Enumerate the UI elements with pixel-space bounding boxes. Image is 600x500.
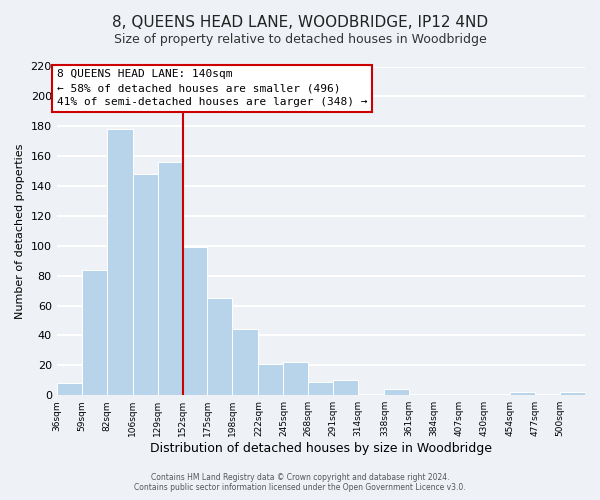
Bar	[56, 384, 82, 395]
Bar	[107, 130, 133, 395]
Bar	[158, 162, 182, 395]
Bar	[259, 364, 283, 395]
Bar	[283, 362, 308, 395]
Bar	[133, 174, 158, 395]
Bar	[384, 389, 409, 395]
Text: 8 QUEENS HEAD LANE: 140sqm
← 58% of detached houses are smaller (496)
41% of sem: 8 QUEENS HEAD LANE: 140sqm ← 58% of deta…	[56, 70, 367, 108]
Text: 8, QUEENS HEAD LANE, WOODBRIDGE, IP12 4ND: 8, QUEENS HEAD LANE, WOODBRIDGE, IP12 4N…	[112, 15, 488, 30]
Bar	[182, 248, 208, 395]
Bar	[208, 298, 232, 395]
Bar	[308, 382, 334, 395]
Bar	[232, 330, 259, 395]
Bar	[560, 392, 585, 395]
Bar	[334, 380, 358, 395]
Bar	[82, 270, 107, 395]
Text: Size of property relative to detached houses in Woodbridge: Size of property relative to detached ho…	[113, 32, 487, 46]
X-axis label: Distribution of detached houses by size in Woodbridge: Distribution of detached houses by size …	[150, 442, 492, 455]
Y-axis label: Number of detached properties: Number of detached properties	[15, 143, 25, 318]
Bar	[510, 392, 535, 395]
Text: Contains HM Land Registry data © Crown copyright and database right 2024.
Contai: Contains HM Land Registry data © Crown c…	[134, 473, 466, 492]
